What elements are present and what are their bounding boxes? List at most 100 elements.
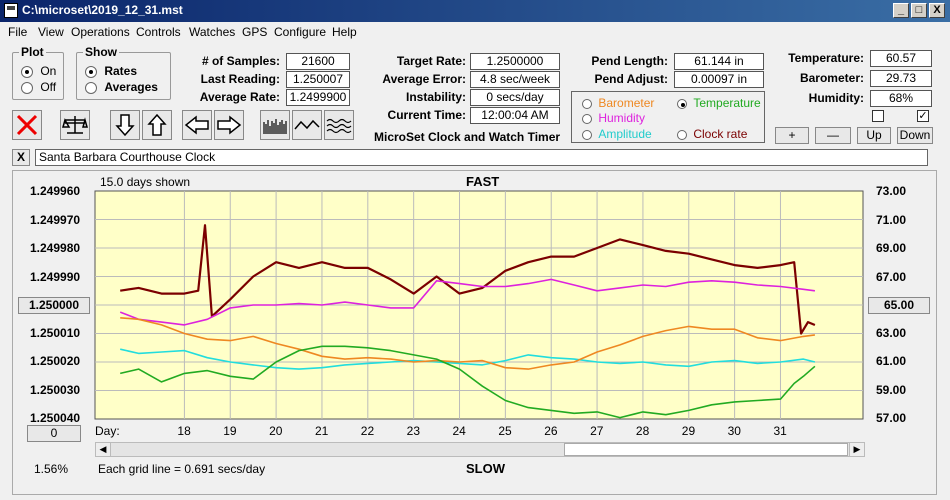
y-tick-right: 63.00 <box>876 326 907 340</box>
show-group: Show Rates Averages <box>76 45 171 100</box>
title-bar: C:\microset\2019_12_31.mst _ □ X <box>0 0 950 22</box>
bar-graph-icon <box>263 119 287 134</box>
center-temp-button[interactable]: 65.00 <box>868 297 930 314</box>
up-button[interactable]: Up <box>857 127 891 144</box>
menu-controls[interactable]: Controls <box>136 25 181 39</box>
show-averages-option[interactable]: Averages <box>85 80 158 94</box>
series-amplitude-radio[interactable] <box>582 129 592 140</box>
menu-gps[interactable]: GPS <box>242 25 268 39</box>
series-temperature-option[interactable]: Temperature <box>677 96 761 110</box>
series-amplitude-label: Amplitude <box>598 127 652 141</box>
menu-file[interactable]: File <box>8 25 28 39</box>
day-tick-label: 29 <box>681 424 696 438</box>
menu-help[interactable]: Help <box>332 25 357 39</box>
series-humidity-radio[interactable] <box>582 113 592 124</box>
series-line-amplitude <box>120 348 816 370</box>
samples-field: 21600 <box>286 53 350 70</box>
plot-on-label: On <box>40 64 57 78</box>
menu-watches[interactable]: Watches <box>189 25 236 39</box>
last-reading-label: Last Reading: <box>200 72 280 86</box>
y-tick-right: 73.00 <box>876 184 907 198</box>
menu-operations[interactable]: Operations <box>71 25 130 39</box>
barometer-label: Barometer: <box>799 71 864 85</box>
plot-off-option[interactable]: Off <box>21 80 56 94</box>
close-button[interactable]: X <box>929 3 945 18</box>
series-line-barometer <box>120 317 816 370</box>
stop-button[interactable] <box>12 110 42 140</box>
up-arrow-button[interactable] <box>142 110 172 140</box>
minus-button[interactable]: — <box>815 127 851 144</box>
series-amplitude-option[interactable]: Amplitude <box>582 127 652 141</box>
series-clock-rate-option[interactable]: Clock rate <box>677 127 747 141</box>
y-tick-left: 1.250020 <box>30 354 81 368</box>
minimize-button[interactable]: _ <box>893 3 909 18</box>
series-line-humidity <box>119 278 816 326</box>
app-icon <box>4 3 18 18</box>
zero-button[interactable]: 0 <box>27 425 81 442</box>
checkbox-right[interactable]: ✓ <box>917 110 929 122</box>
day-tick-label: 23 <box>406 424 421 438</box>
y-tick-left: 1.250040 <box>30 411 81 425</box>
show-rates-option[interactable]: Rates <box>85 64 137 78</box>
pend-length-field[interactable]: 61.144 in <box>674 53 764 70</box>
clear-name-button[interactable]: X <box>12 149 30 166</box>
day-tick-label: 21 <box>314 424 329 438</box>
current-time-field: 12:00:04 AM <box>470 107 560 124</box>
right-arrow-button[interactable] <box>214 110 244 140</box>
series-lines <box>119 224 816 419</box>
pend-adjust-label: Pend Adjust: <box>594 72 668 86</box>
menu-view[interactable]: View <box>38 25 64 39</box>
humidity-field: 68% <box>870 90 932 107</box>
y-tick-right: 71.00 <box>876 213 907 227</box>
day-tick-label: 22 <box>360 424 375 438</box>
menu-configure[interactable]: Configure <box>274 25 327 39</box>
pend-length-label: Pend Length: <box>591 54 668 68</box>
show-averages-radio[interactable] <box>85 81 97 94</box>
horizontal-scrollbar[interactable]: ◀ ▶ <box>95 442 865 457</box>
target-rate-label: Target Rate: <box>396 54 466 68</box>
center-rate-button[interactable]: 1.250000 <box>18 297 90 314</box>
series-humidity-option[interactable]: Humidity <box>582 111 645 125</box>
scroll-thumb[interactable] <box>564 443 848 456</box>
scroll-right-arrow-icon[interactable]: ▶ <box>849 443 864 456</box>
wave-view-button[interactable] <box>324 110 354 140</box>
day-tick-label: 19 <box>223 424 237 438</box>
days-shown-label: 15.0 days shown <box>100 175 191 189</box>
show-rates-radio[interactable] <box>85 65 97 78</box>
menu-bar: File View Operations Controls Watches GP… <box>0 22 950 42</box>
left-arrow-button[interactable] <box>182 110 212 140</box>
target-rate-field[interactable]: 1.2500000 <box>470 53 560 70</box>
fast-label: FAST <box>466 174 500 189</box>
day-tick-label: 20 <box>269 424 283 438</box>
series-barometer-option[interactable]: Barometer <box>582 96 654 110</box>
scroll-left-arrow-icon[interactable]: ◀ <box>96 443 111 456</box>
average-error-field: 4.8 sec/week <box>470 71 560 88</box>
series-barometer-radio[interactable] <box>582 98 592 109</box>
plot-on-option[interactable]: On <box>21 64 56 78</box>
y-tick-left: 1.249970 <box>30 213 81 227</box>
down-button[interactable]: Down <box>897 127 933 144</box>
series-clock-rate-radio[interactable] <box>677 129 687 140</box>
grid-note: Each grid line = 0.691 secs/day <box>98 462 266 476</box>
checkbox-left[interactable] <box>872 110 884 122</box>
temperature-field: 60.57 <box>870 50 932 67</box>
average-rate-field: 1.2499900 <box>286 89 350 106</box>
app-caption: MicroSet Clock and Watch Timer <box>374 130 561 144</box>
maximize-button[interactable]: □ <box>911 3 927 18</box>
bars-view-button[interactable] <box>260 110 290 140</box>
plot-on-radio[interactable] <box>21 65 33 78</box>
current-time-label: Current Time: <box>387 108 466 122</box>
average-error-label: Average Error: <box>382 72 466 86</box>
show-group-title: Show <box>83 45 119 59</box>
balance-button[interactable] <box>60 110 90 140</box>
down-arrow-button[interactable] <box>110 110 140 140</box>
line-view-button[interactable] <box>292 110 322 140</box>
y-tick-left: 1.250030 <box>30 383 81 397</box>
plot-off-radio[interactable] <box>21 81 33 94</box>
instability-field: 0 secs/day <box>470 89 560 106</box>
series-line-clock-rate <box>120 224 816 335</box>
series-temperature-radio[interactable] <box>677 98 687 109</box>
clock-name-input[interactable]: Santa Barbara Courthouse Clock <box>35 149 928 166</box>
grid-lines <box>95 191 863 419</box>
plus-button[interactable]: + <box>775 127 809 144</box>
